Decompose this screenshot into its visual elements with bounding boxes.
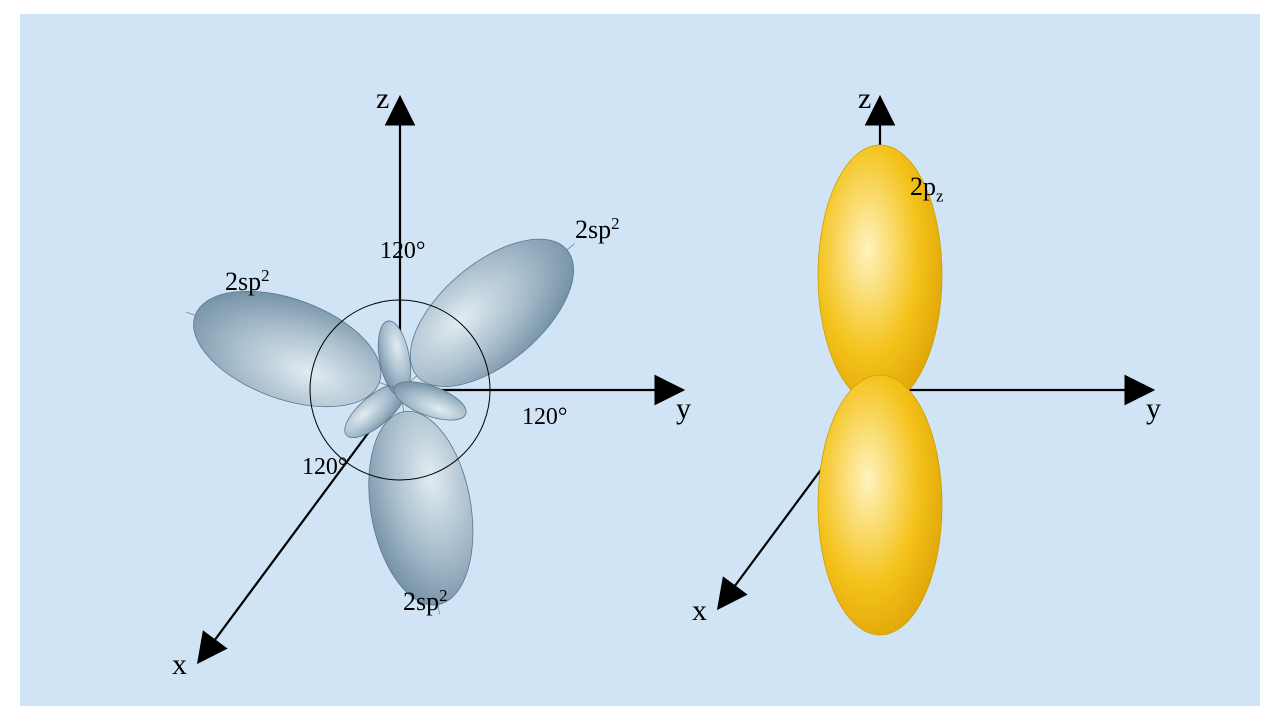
orbital-diagram-svg: zyx120°120°120°2sp22sp22sp2zyx2pz — [0, 0, 1280, 720]
left-axis-z-label: z — [376, 82, 389, 115]
right-axis-z-label: z — [858, 82, 871, 115]
angle-label-2: 120° — [302, 454, 347, 480]
pz-lobe-bottom — [818, 375, 942, 635]
angle-label-0: 120° — [380, 238, 425, 264]
right-axis-x-label: x — [692, 594, 707, 627]
left-axis-x-label: x — [172, 648, 187, 681]
right-axis-y-label: y — [1146, 392, 1161, 425]
background-panel — [20, 14, 1260, 706]
diagram-canvas: zyx120°120°120°2sp22sp22sp2zyx2pz — [0, 0, 1280, 720]
angle-label-1: 120° — [522, 404, 567, 430]
left-axis-y-label: y — [676, 392, 691, 425]
